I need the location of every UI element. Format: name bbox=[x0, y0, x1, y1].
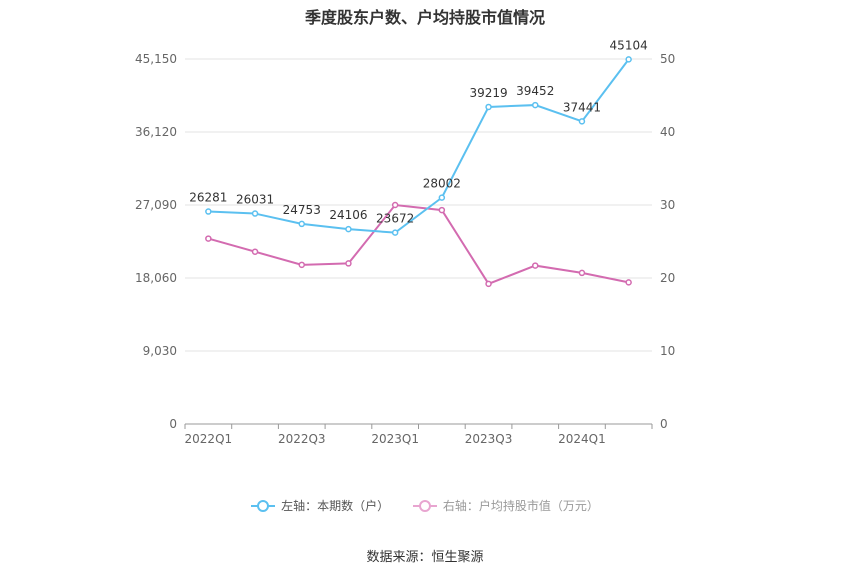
right-tick-label: 40 bbox=[660, 125, 675, 139]
data-label: 39452 bbox=[516, 84, 554, 98]
right-tick-label: 0 bbox=[660, 417, 668, 431]
right-tick-label: 30 bbox=[660, 198, 675, 212]
data-point-right bbox=[578, 269, 586, 277]
left-tick-label: 0 bbox=[169, 417, 177, 431]
data-point-left bbox=[578, 118, 586, 125]
left-tick-label: 27,090 bbox=[135, 198, 177, 212]
data-point-right bbox=[625, 279, 632, 286]
legend: 左轴：本期数（户） 右轴：户均持股市值（万元） bbox=[0, 497, 850, 515]
data-label: 26031 bbox=[236, 193, 274, 207]
data-label: 28002 bbox=[423, 177, 461, 191]
x-tick-label: 2023Q1 bbox=[371, 432, 419, 446]
legend-marker-blue-icon bbox=[251, 499, 276, 512]
left-tick-label: 9,030 bbox=[143, 344, 177, 358]
data-label: 24753 bbox=[283, 203, 321, 217]
data-point-right bbox=[251, 248, 259, 255]
legend-marker-pink-icon bbox=[412, 499, 437, 512]
data-labels: 26281 26031 24753 24106 23672 28002 39219 39452… bbox=[189, 38, 647, 225]
data-label: 23672 bbox=[376, 212, 414, 226]
series-line-left bbox=[208, 58, 630, 234]
legend-item-right-series[interactable]: 右轴：户均持股市值（万元） bbox=[412, 497, 599, 514]
right-tick-label: 10 bbox=[660, 344, 675, 358]
data-point-left bbox=[251, 210, 259, 217]
legend-label-left-series: 左轴：本期数（户） bbox=[281, 499, 390, 513]
series-line-right bbox=[208, 203, 629, 286]
source-note: 数据来源：恒生聚源 bbox=[366, 550, 484, 565]
data-point-right bbox=[532, 262, 539, 269]
data-point-right bbox=[438, 206, 446, 214]
right-tick-label: 50 bbox=[660, 52, 675, 66]
data-point-left bbox=[438, 194, 446, 201]
series-group bbox=[205, 56, 632, 288]
data-point-right bbox=[391, 201, 399, 209]
x-tick-label: 2023Q3 bbox=[465, 432, 513, 446]
data-point-right bbox=[298, 261, 305, 269]
x-axis: 2022Q1 2022Q3 2023Q1 2023Q3 2024Q1 bbox=[184, 424, 653, 446]
left-axis: 0 9,030 18,060 27,090 36,120 45,150 bbox=[135, 52, 177, 431]
data-point-left bbox=[298, 220, 305, 228]
data-point-right bbox=[345, 260, 352, 267]
data-label: 39219 bbox=[469, 86, 507, 100]
data-label: 45104 bbox=[610, 38, 648, 52]
right-tick-label: 20 bbox=[660, 271, 675, 285]
data-point-left bbox=[532, 101, 539, 109]
legend-label-right-series: 右轴：户均持股市值（万元） bbox=[442, 499, 599, 513]
left-tick-label: 36,120 bbox=[135, 125, 177, 139]
data-point-right bbox=[485, 280, 492, 288]
data-label: 24106 bbox=[329, 208, 367, 222]
data-point-right bbox=[205, 235, 212, 242]
data-point-left bbox=[345, 225, 352, 233]
left-tick-label: 45,150 bbox=[135, 52, 177, 66]
data-label: 37441 bbox=[563, 100, 601, 114]
right-axis: 0 10 20 30 40 50 bbox=[660, 52, 675, 431]
x-tick-label: 2022Q3 bbox=[278, 432, 326, 446]
data-point-left bbox=[391, 229, 399, 236]
x-tick-label: 2024Q1 bbox=[558, 432, 606, 446]
data-point-left bbox=[485, 103, 492, 111]
data-point-left bbox=[625, 56, 632, 63]
data-point-left bbox=[205, 208, 212, 215]
chart-title: 季度股东户数、户均持股市值情况 bbox=[304, 8, 545, 27]
x-tick-label: 2022Q1 bbox=[185, 432, 233, 446]
data-label: 26281 bbox=[189, 191, 227, 205]
legend-item-left-series[interactable]: 左轴：本期数（户） bbox=[251, 497, 389, 514]
left-tick-label: 18,060 bbox=[135, 271, 177, 285]
